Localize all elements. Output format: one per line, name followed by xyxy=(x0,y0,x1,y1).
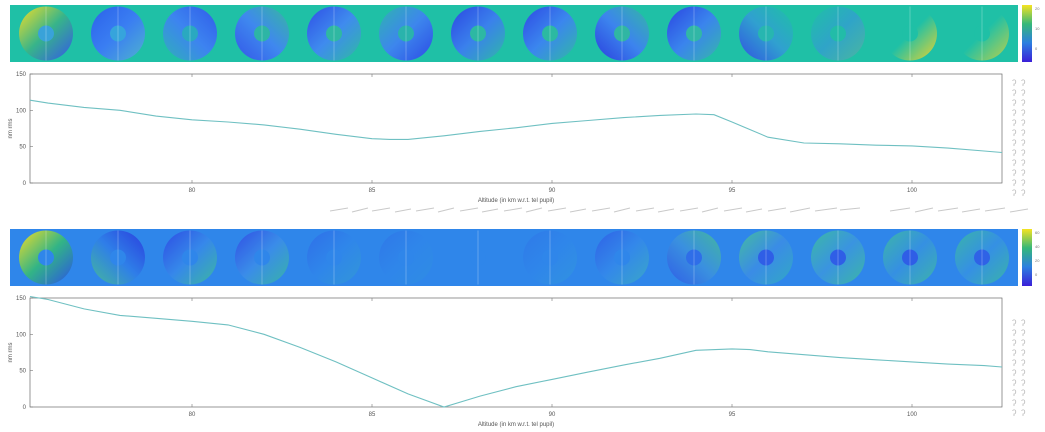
top-colorbar-tick: 0 xyxy=(1035,46,1038,51)
pupil-map-tile xyxy=(739,6,793,61)
top-heatmap-tiles xyxy=(19,6,1009,61)
x-tick-label: 95 xyxy=(729,188,736,194)
pupil-map-tile xyxy=(955,6,1009,61)
top-colorbar-tick: 20 xyxy=(1035,6,1040,11)
pupil-map-tile xyxy=(307,6,361,61)
pupil-map-tile xyxy=(19,230,73,285)
pupil-map-tile xyxy=(451,6,505,61)
separator-artifact-row xyxy=(329,207,1029,213)
plot-frame xyxy=(29,73,1003,184)
x-tick-label: 85 xyxy=(369,188,376,194)
bottom-heatmap-tiles xyxy=(19,230,1009,285)
pupil-map-tile xyxy=(379,230,433,285)
pupil-map-tile xyxy=(91,6,145,61)
pupil-map-tile xyxy=(667,230,721,285)
pupil-map-tile xyxy=(523,6,577,61)
pupil-map-tile xyxy=(667,6,721,61)
y-tick-label: 100 xyxy=(16,108,27,114)
x-axis-label: Altitude (in km w.r.t. tel pupil) xyxy=(478,198,554,204)
bottom-heatmap-strip xyxy=(10,229,1018,286)
bottom-colorbar-tick: 0 xyxy=(1035,272,1038,277)
x-tick-label: 90 xyxy=(549,188,556,194)
pupil-map-tile xyxy=(307,230,361,285)
top-line-plot: 80 85 90 95 100 0 50 100 150 Altitude (in km w.r.… xyxy=(8,72,1003,204)
y-tick-label: 150 xyxy=(16,72,27,78)
y-tick-label: 0 xyxy=(23,405,27,411)
y-tick-label: 50 xyxy=(19,369,26,375)
pupil-map-tile xyxy=(811,230,865,285)
x-axis-label: Altitude (in km w.r.t. tel pupil) xyxy=(478,422,554,428)
y-axis-label: nm rms xyxy=(8,343,14,363)
x-tick-label: 80 xyxy=(189,188,196,194)
bottom-colorbar xyxy=(1022,229,1032,286)
bottom-line-plot: 80 85 90 95 100 0 50 100 150 Altitude (in km w.r.… xyxy=(8,295,1003,428)
pupil-map-tile xyxy=(883,6,937,61)
pupil-map-tile xyxy=(235,230,289,285)
x-tick-label: 100 xyxy=(907,188,918,194)
y-tick-label: 150 xyxy=(16,296,27,302)
top-colorbar-tick: 10 xyxy=(1035,26,1040,31)
bottom-colorbar-tick: 40 xyxy=(1035,244,1040,249)
pupil-map-tile xyxy=(91,230,145,285)
x-tick-label: 100 xyxy=(907,412,918,418)
pupil-map-tile xyxy=(739,230,793,285)
pupil-map-tile xyxy=(811,6,865,61)
series-line xyxy=(29,99,1003,154)
pupil-map-tile xyxy=(19,6,73,61)
plot-frame xyxy=(29,297,1003,408)
y-tick-label: 100 xyxy=(16,332,27,338)
x-tick-label: 95 xyxy=(729,412,736,418)
bottom-colorbar-tick: 60 xyxy=(1035,230,1040,235)
y-tick-label: 50 xyxy=(19,145,26,151)
x-tick-label: 90 xyxy=(549,412,556,418)
bottom-colorbar-tick: 20 xyxy=(1035,258,1040,263)
series-line xyxy=(29,295,1003,408)
x-tick-label: 80 xyxy=(189,412,196,418)
pupil-map-tile xyxy=(451,230,505,285)
top-colorbar xyxy=(1022,5,1032,62)
y-tick-label: 0 xyxy=(23,181,27,187)
pupil-map-tile xyxy=(163,6,217,61)
pupil-map-tile xyxy=(235,6,289,61)
top-heatmap-strip xyxy=(10,5,1018,62)
y-axis-label: nm rms xyxy=(8,119,14,139)
pupil-map-tile xyxy=(523,230,577,285)
pupil-map-tile xyxy=(379,6,433,61)
pupil-map-tile xyxy=(955,230,1009,285)
pupil-map-tile xyxy=(883,230,937,285)
x-tick-label: 85 xyxy=(369,412,376,418)
pupil-map-tile xyxy=(595,6,649,61)
pupil-map-tile xyxy=(163,230,217,285)
pupil-map-tile xyxy=(595,230,649,285)
